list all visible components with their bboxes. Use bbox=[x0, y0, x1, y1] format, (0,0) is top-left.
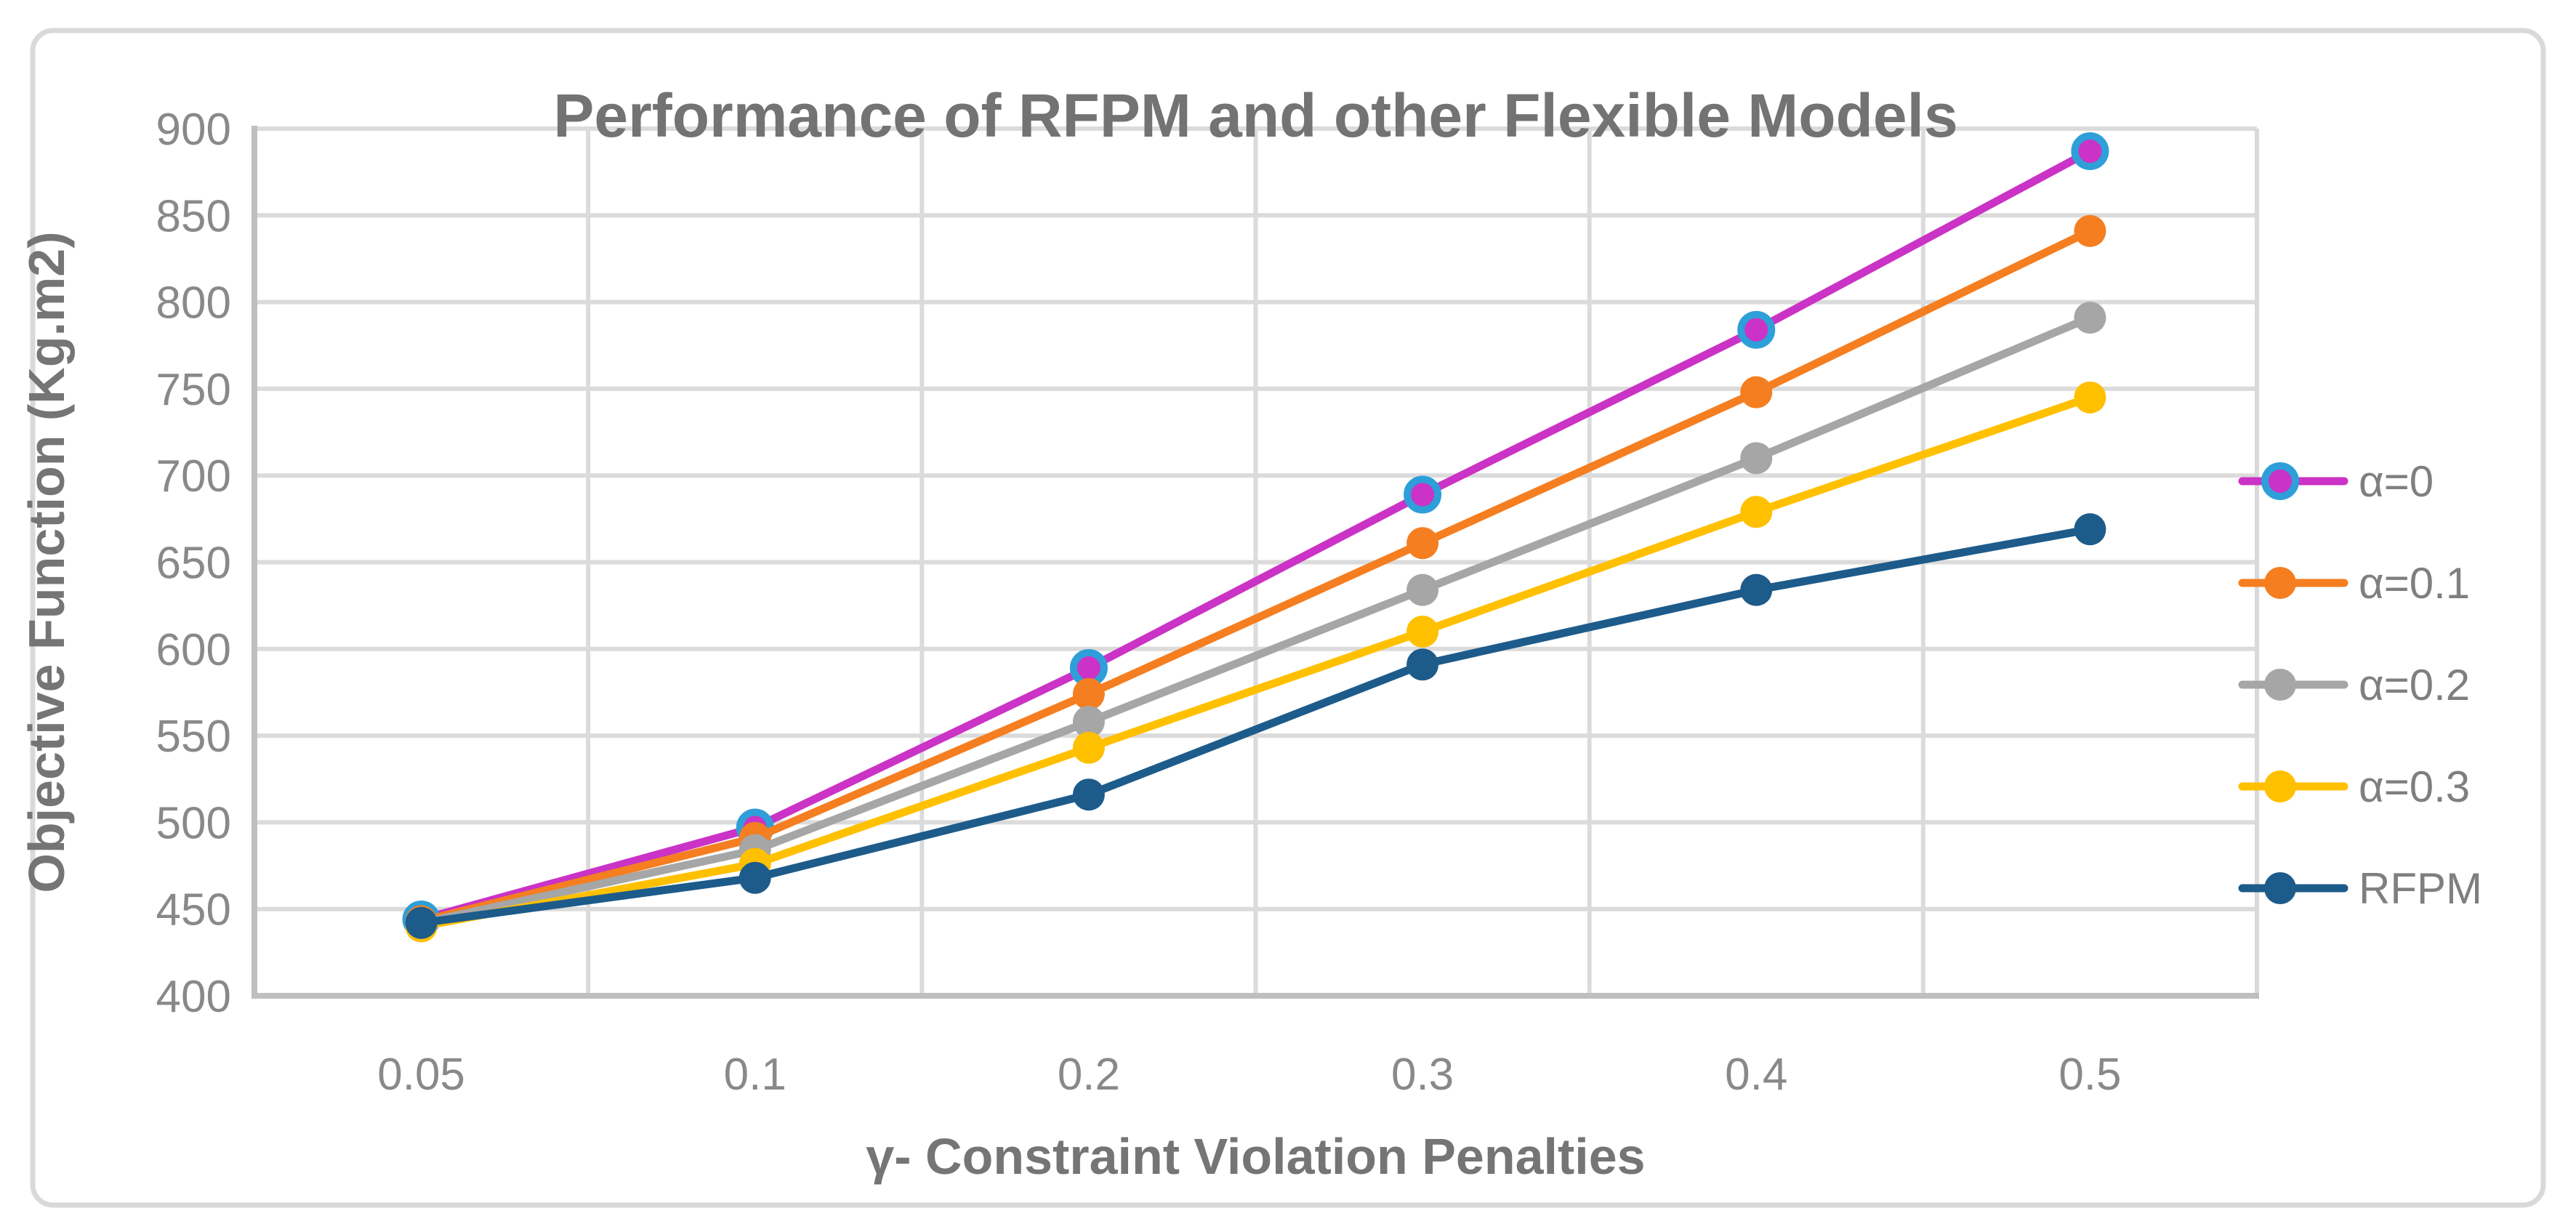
data-point-marker bbox=[1406, 527, 1439, 560]
x-axis-title: γ- Constraint Violation Penalties bbox=[866, 1128, 1645, 1185]
data-point-marker bbox=[2071, 132, 2109, 171]
data-point-marker bbox=[738, 861, 771, 894]
data-point-marker bbox=[1740, 496, 1773, 528]
data-point-marker bbox=[1072, 706, 1105, 738]
data-point-marker bbox=[405, 906, 438, 939]
series-line bbox=[417, 525, 2094, 927]
legend-label: α=0.1 bbox=[2359, 559, 2470, 608]
x-tick-label: 0.1 bbox=[724, 1050, 786, 1100]
data-point-marker bbox=[1740, 376, 1773, 408]
legend-item: α=0.1 bbox=[2238, 559, 2470, 608]
series-line bbox=[417, 393, 2094, 931]
legend-label: α=0.3 bbox=[2359, 762, 2470, 811]
legend-label: α=0 bbox=[2359, 457, 2434, 506]
data-point-marker bbox=[1740, 442, 1773, 475]
series-4 bbox=[405, 513, 2106, 939]
data-point-marker bbox=[2074, 214, 2106, 247]
y-tick-label: 500 bbox=[156, 798, 231, 848]
plot-area bbox=[251, 126, 2259, 999]
y-axis-title: Objective Function (Kg.m2) bbox=[18, 231, 75, 893]
legend-label: α=0.2 bbox=[2359, 661, 2470, 709]
data-point-marker bbox=[1072, 778, 1105, 811]
y-tick-label: 650 bbox=[156, 539, 231, 589]
series-line bbox=[417, 227, 2094, 925]
legend-marker bbox=[2264, 770, 2296, 802]
y-tick-label: 450 bbox=[156, 885, 231, 935]
legend-item: α=0.3 bbox=[2238, 762, 2470, 811]
x-tick-label: 0.05 bbox=[377, 1050, 465, 1100]
legend-item: α=0 bbox=[2238, 457, 2434, 506]
data-point-marker bbox=[2074, 513, 2106, 546]
legend-marker bbox=[2264, 669, 2296, 701]
legend-marker bbox=[2264, 567, 2296, 599]
y-tick-label: 550 bbox=[156, 712, 231, 762]
data-point-marker bbox=[2074, 381, 2106, 414]
legend-marker bbox=[2264, 872, 2296, 904]
y-tick-label: 700 bbox=[156, 451, 231, 502]
data-point-marker bbox=[1737, 310, 1776, 349]
series-line bbox=[417, 313, 2094, 927]
x-tick-label: 0.4 bbox=[1725, 1050, 1787, 1100]
legend-item: α=0.2 bbox=[2238, 661, 2470, 709]
x-tick-label: 0.2 bbox=[1058, 1050, 1120, 1100]
y-tick-label: 800 bbox=[156, 278, 231, 329]
y-tick-label: 600 bbox=[156, 625, 231, 675]
data-point-marker bbox=[1740, 573, 1773, 606]
y-tick-label: 400 bbox=[156, 972, 231, 1022]
x-tick-label: 0.5 bbox=[2058, 1050, 2121, 1100]
legend-label: RFPM bbox=[2359, 864, 2482, 913]
data-point-marker bbox=[2074, 302, 2106, 334]
y-tick-label: 750 bbox=[156, 365, 231, 415]
data-point-marker bbox=[1072, 731, 1105, 764]
data-point-marker bbox=[1404, 475, 1442, 514]
legend-item: RFPM bbox=[2238, 864, 2482, 913]
data-point-marker bbox=[1072, 677, 1105, 710]
data-point-marker bbox=[1406, 573, 1439, 606]
x-tick-label: 0.3 bbox=[1391, 1050, 1454, 1100]
data-point-marker bbox=[1406, 615, 1439, 648]
data-point-marker bbox=[1406, 648, 1439, 681]
y-tick-label: 850 bbox=[156, 191, 231, 241]
legend: α=0 α=0.1 α=0.2 α=0.3 RFPM bbox=[2238, 457, 2482, 913]
figure-frame bbox=[30, 28, 2546, 1208]
y-tick-label: 900 bbox=[156, 105, 231, 155]
legend-marker bbox=[2261, 462, 2299, 500]
chart-title: Performance of RFPM and other Flexible M… bbox=[553, 81, 1957, 150]
series-line bbox=[417, 147, 2094, 924]
